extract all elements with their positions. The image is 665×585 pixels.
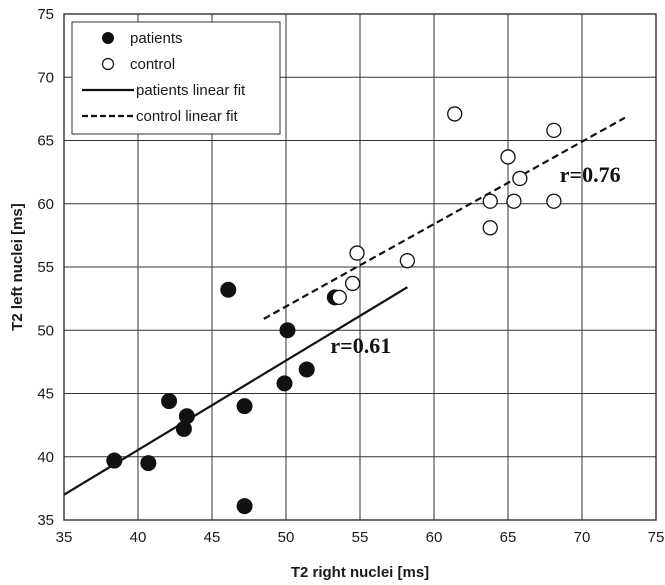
patient-point <box>276 375 293 392</box>
x-tick-label: 50 <box>278 529 295 546</box>
legend-marker-open <box>101 57 115 71</box>
y-tick-label: 45 <box>37 386 54 403</box>
correlation-annotation: r=0.61 <box>330 333 391 358</box>
patient-point <box>220 281 237 298</box>
y-tick-label: 65 <box>37 133 54 150</box>
control-point <box>482 193 498 209</box>
control-point <box>349 245 365 261</box>
legend: patients control patients linear fit contro… <box>71 21 281 135</box>
x-tick-label: 60 <box>426 529 443 546</box>
control-point <box>546 193 562 209</box>
control-point <box>447 106 463 122</box>
x-tick-label: 75 <box>648 529 665 546</box>
control-point <box>506 193 522 209</box>
y-tick-label: 50 <box>37 322 54 339</box>
legend-control-fit: control linear fit <box>136 108 239 125</box>
patient-point <box>161 393 178 410</box>
y-tick-labels: 35 40 45 50 55 60 65 70 75 <box>37 6 54 529</box>
control-point <box>399 253 416 269</box>
control-point <box>331 289 347 306</box>
control-point <box>344 275 361 292</box>
x-tick-label: 65 <box>500 529 517 546</box>
correlation-annotation: r=0.76 <box>560 162 621 187</box>
x-tick-label: 40 <box>130 529 147 546</box>
fit-lines <box>63 116 626 496</box>
patient-point <box>298 361 315 378</box>
patient-point <box>279 322 296 339</box>
legend-marker-filled <box>102 32 114 44</box>
legend-patients-fit: patients linear fit <box>136 82 246 99</box>
control-point <box>500 149 516 165</box>
patient-point <box>106 452 123 469</box>
x-tick-label: 70 <box>574 529 591 546</box>
y-tick-label: 35 <box>37 512 54 529</box>
plot-frame <box>63 13 657 521</box>
patient-point <box>140 455 157 472</box>
x-tick-labels: 35 40 45 50 55 60 65 70 75 <box>56 529 665 546</box>
control-point <box>546 122 562 139</box>
y-tick-label: 40 <box>37 449 54 466</box>
y-tick-label: 70 <box>37 69 54 86</box>
x-tick-label: 55 <box>352 529 369 546</box>
control-point <box>482 220 498 236</box>
patient-point <box>178 408 195 425</box>
control-fit-line <box>263 116 626 320</box>
y-tick-label: 75 <box>37 6 54 23</box>
patient-point <box>236 498 253 515</box>
x-tick-label: 45 <box>204 529 221 546</box>
y-tick-label: 55 <box>37 259 54 276</box>
y-tick-label: 60 <box>37 196 54 213</box>
legend-patients: patients <box>130 30 183 47</box>
data-points <box>106 106 562 515</box>
y-axis-label: T2 left nuclei [ms] <box>9 203 26 331</box>
legend-control: control <box>130 56 175 73</box>
annotations: r=0.76 r=0.61 <box>330 162 620 358</box>
patient-point <box>236 398 253 415</box>
x-axis-label: T2 right nuclei [ms] <box>291 564 429 581</box>
control-point <box>512 170 528 187</box>
x-tick-label: 35 <box>56 529 73 546</box>
